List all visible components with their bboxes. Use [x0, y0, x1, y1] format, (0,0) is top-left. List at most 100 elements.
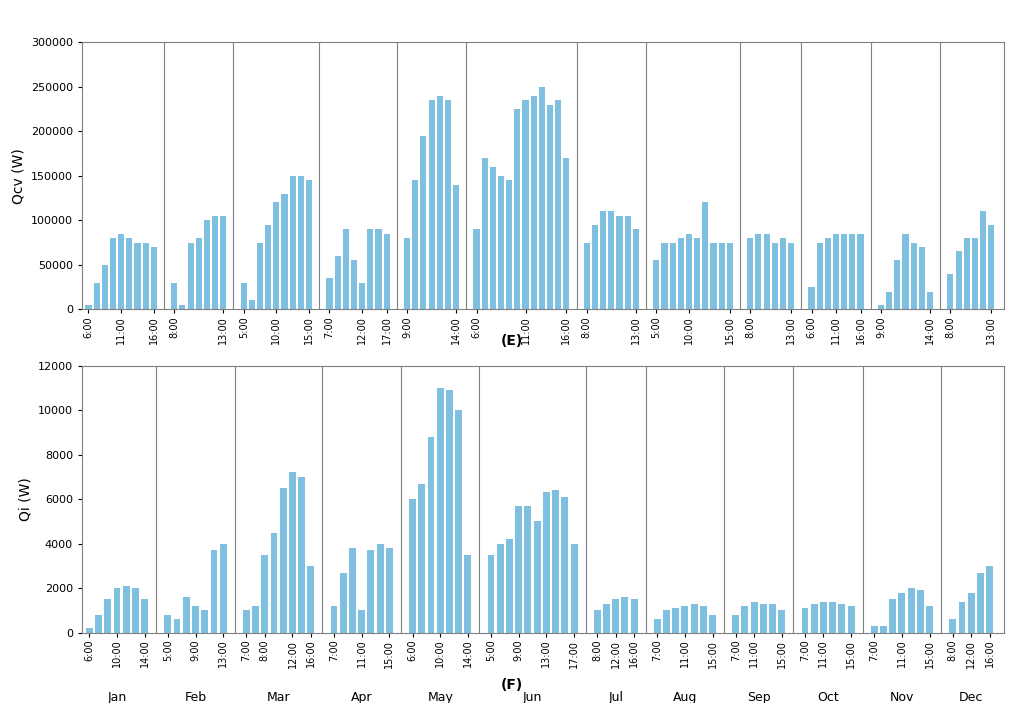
Bar: [307, 566, 314, 633]
Bar: [902, 233, 908, 309]
Bar: [949, 619, 956, 633]
Bar: [555, 100, 561, 309]
Bar: [603, 604, 610, 633]
Bar: [368, 229, 374, 309]
Bar: [710, 615, 716, 633]
Text: Feb: Feb: [187, 368, 210, 380]
Bar: [110, 238, 116, 309]
Bar: [927, 292, 933, 309]
Bar: [86, 628, 93, 633]
Bar: [947, 273, 953, 309]
Bar: [515, 506, 522, 633]
Bar: [376, 229, 382, 309]
X-axis label: Time (h): Time (h): [510, 389, 575, 403]
Text: (E): (E): [501, 334, 523, 348]
Bar: [282, 193, 288, 309]
Bar: [252, 606, 259, 633]
Bar: [530, 96, 537, 309]
Text: Jun: Jun: [523, 691, 543, 703]
Bar: [404, 238, 411, 309]
Bar: [524, 506, 531, 633]
Bar: [241, 283, 247, 309]
Bar: [662, 243, 668, 309]
Bar: [760, 604, 767, 633]
Bar: [409, 499, 416, 633]
Bar: [778, 610, 785, 633]
Bar: [280, 488, 287, 633]
Bar: [977, 572, 984, 633]
Text: Nov: Nov: [890, 691, 914, 703]
Bar: [686, 233, 692, 309]
Bar: [802, 608, 808, 633]
Bar: [368, 550, 375, 633]
Bar: [539, 86, 545, 309]
Bar: [741, 606, 749, 633]
Bar: [351, 260, 357, 309]
Bar: [183, 597, 189, 633]
Bar: [561, 497, 568, 633]
Bar: [751, 602, 758, 633]
Bar: [164, 615, 171, 633]
Text: Oct: Oct: [817, 691, 839, 703]
Bar: [93, 283, 99, 309]
Bar: [421, 136, 427, 309]
Text: Mar: Mar: [267, 691, 291, 703]
Bar: [202, 610, 208, 633]
Bar: [473, 229, 479, 309]
Bar: [179, 305, 185, 309]
Bar: [780, 238, 786, 309]
Bar: [584, 243, 590, 309]
Bar: [418, 484, 425, 633]
Bar: [816, 243, 822, 309]
Bar: [489, 167, 496, 309]
Text: Jul: Jul: [608, 691, 624, 703]
Text: May: May: [419, 368, 444, 380]
Bar: [608, 212, 614, 309]
Y-axis label: Qcv (W): Qcv (W): [11, 148, 26, 204]
Text: Jan: Jan: [112, 368, 131, 380]
Bar: [453, 185, 459, 309]
Bar: [265, 225, 271, 309]
Text: (F): (F): [501, 678, 523, 692]
Bar: [907, 588, 914, 633]
Bar: [306, 180, 312, 309]
Bar: [446, 390, 453, 633]
Bar: [118, 233, 124, 309]
Bar: [534, 522, 541, 633]
Bar: [612, 599, 620, 633]
Bar: [204, 220, 210, 309]
Bar: [543, 492, 550, 633]
Bar: [894, 260, 900, 309]
Bar: [841, 233, 847, 309]
Bar: [616, 216, 623, 309]
Bar: [772, 243, 778, 309]
Bar: [670, 243, 676, 309]
Text: Jun: Jun: [512, 368, 531, 380]
Bar: [988, 225, 994, 309]
Bar: [919, 247, 925, 309]
Bar: [243, 610, 250, 633]
Bar: [377, 543, 384, 633]
Bar: [343, 229, 349, 309]
Bar: [171, 283, 177, 309]
Bar: [889, 599, 896, 633]
Bar: [829, 602, 837, 633]
Bar: [220, 543, 226, 633]
Bar: [672, 608, 679, 633]
Bar: [298, 477, 305, 633]
Bar: [857, 233, 863, 309]
Bar: [95, 615, 102, 633]
Bar: [358, 610, 366, 633]
Bar: [955, 252, 962, 309]
Bar: [764, 233, 770, 309]
Bar: [732, 615, 739, 633]
Bar: [926, 606, 933, 633]
Bar: [220, 216, 226, 309]
Bar: [444, 100, 451, 309]
Text: Oct: Oct: [825, 368, 847, 380]
Text: Dec: Dec: [959, 691, 983, 703]
Bar: [249, 300, 255, 309]
Bar: [870, 626, 878, 633]
Bar: [563, 158, 569, 309]
Bar: [261, 555, 268, 633]
